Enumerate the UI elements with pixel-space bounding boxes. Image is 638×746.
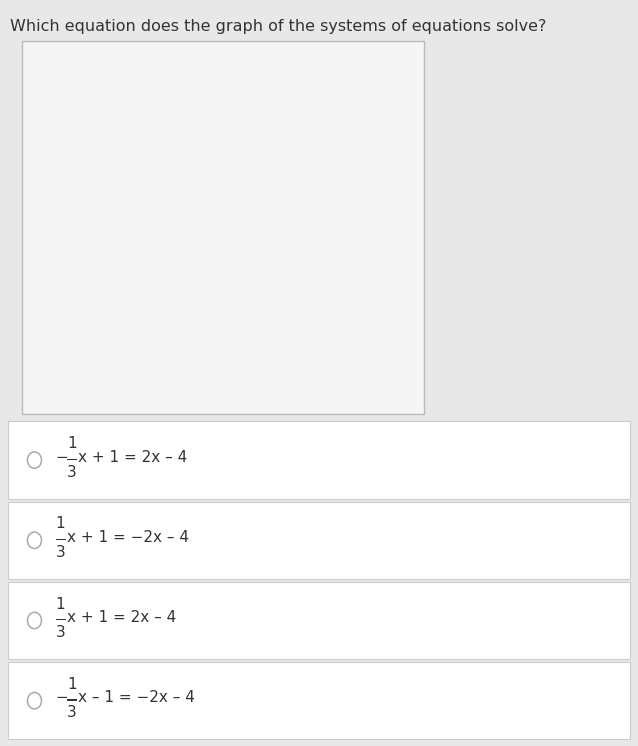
Text: -3: -3 — [151, 317, 163, 330]
Text: 3: 3 — [270, 231, 278, 243]
Text: 5: 5 — [339, 231, 346, 243]
Text: 4: 4 — [304, 231, 312, 243]
Text: 2: 2 — [235, 231, 243, 243]
Text: 1: 1 — [156, 179, 163, 192]
Text: -1: -1 — [151, 248, 163, 261]
Text: x + 1 = −2x – 4: x + 1 = −2x – 4 — [67, 530, 189, 545]
Text: 1: 1 — [67, 436, 77, 451]
Text: -2: -2 — [151, 283, 163, 295]
Text: 7: 7 — [408, 231, 415, 243]
Text: 6: 6 — [373, 231, 381, 243]
Text: 3: 3 — [67, 465, 77, 480]
Text: -3: -3 — [61, 231, 73, 243]
Text: 1: 1 — [201, 231, 209, 243]
Text: 3: 3 — [156, 110, 163, 123]
Text: −: − — [56, 691, 68, 706]
Text: -2: -2 — [95, 231, 108, 243]
Text: x – 1 = −2x – 4: x – 1 = −2x – 4 — [78, 691, 195, 706]
Text: 1: 1 — [56, 597, 66, 612]
Text: -4: -4 — [151, 351, 163, 364]
Text: 4: 4 — [156, 76, 163, 89]
Text: 3: 3 — [56, 625, 66, 640]
Text: 1: 1 — [67, 677, 77, 692]
Text: x + 1 = 2x – 4: x + 1 = 2x – 4 — [67, 610, 176, 625]
Text: 3: 3 — [67, 705, 77, 720]
Text: −: − — [56, 450, 68, 465]
Text: 1: 1 — [56, 516, 66, 531]
Text: 2: 2 — [156, 145, 163, 157]
Text: x + 1 = 2x – 4: x + 1 = 2x – 4 — [78, 450, 188, 465]
Text: Which equation does the graph of the systems of equations solve?: Which equation does the graph of the sys… — [10, 19, 547, 34]
Text: 3: 3 — [56, 545, 66, 560]
Text: -1: -1 — [130, 231, 142, 243]
